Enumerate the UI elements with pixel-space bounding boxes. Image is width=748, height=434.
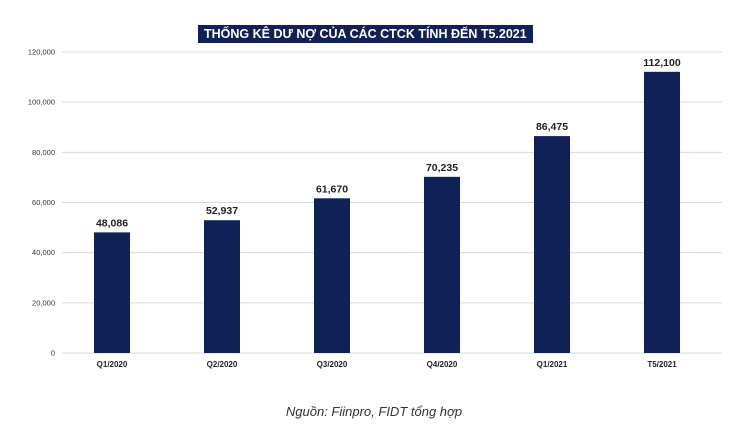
y-tick-label: 0 bbox=[51, 349, 55, 358]
x-category-label: Q4/2020 bbox=[427, 360, 458, 369]
y-tick-label: 100,000 bbox=[28, 98, 55, 107]
bar bbox=[424, 176, 460, 353]
bar bbox=[204, 220, 240, 353]
grid-lines bbox=[62, 51, 722, 354]
y-tick-label: 20,000 bbox=[32, 298, 55, 307]
bar bbox=[644, 71, 680, 354]
y-tick-label: 60,000 bbox=[32, 198, 55, 207]
source-caption: Nguồn: Fiinpro, FIDT tổng hợp bbox=[285, 404, 463, 419]
data-label: 48,086 bbox=[96, 217, 128, 229]
data-label: 86,475 bbox=[536, 121, 568, 133]
y-axis-ticks: 0 20,000 40,000 60,000 80,000 100,000 120,000 bbox=[28, 48, 55, 358]
bar bbox=[94, 232, 130, 353]
data-label: 70,235 bbox=[426, 162, 458, 174]
bar bbox=[314, 198, 350, 353]
data-label: 52,937 bbox=[206, 205, 238, 217]
bar bbox=[534, 136, 570, 353]
x-category-label: Q1/2021 bbox=[537, 360, 568, 369]
chart-title: THỐNG KÊ DƯ NỢ CỦA CÁC CTCK TÍNH ĐẾN T5.… bbox=[198, 25, 533, 43]
y-tick-label: 40,000 bbox=[32, 248, 55, 257]
data-label: 112,100 bbox=[643, 57, 681, 69]
data-labels: 48,086 52,937 61,670 70,235 86,475 112,100 bbox=[96, 57, 681, 230]
y-tick-label: 120,000 bbox=[28, 48, 55, 57]
x-category-label: Q3/2020 bbox=[317, 360, 348, 369]
x-axis-categories: Q1/2020 Q2/2020 Q3/2020 Q4/2020 Q1/2021 T5/20… bbox=[97, 360, 678, 369]
bars bbox=[94, 71, 680, 354]
x-category-label: Q2/2020 bbox=[207, 360, 238, 369]
y-tick-label: 80,000 bbox=[32, 148, 55, 157]
data-label: 61,670 bbox=[316, 183, 348, 195]
x-category-label: T5/2021 bbox=[647, 360, 677, 369]
x-category-label: Q1/2020 bbox=[97, 360, 128, 369]
